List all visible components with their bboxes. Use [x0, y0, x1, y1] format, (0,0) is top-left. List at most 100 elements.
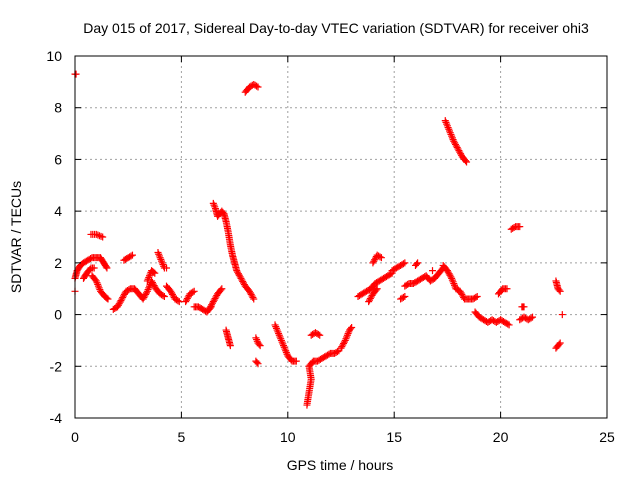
- data-point: [275, 331, 283, 339]
- y-tick-label: -4: [50, 410, 63, 426]
- data-point: [282, 348, 290, 356]
- data-point: [128, 251, 136, 259]
- data-point: [344, 330, 352, 338]
- data-point: [372, 286, 380, 294]
- data-point: [238, 276, 246, 284]
- data-point: [183, 296, 191, 304]
- data-point: [145, 284, 153, 292]
- data-point: [211, 203, 219, 211]
- y-tick-label: 2: [54, 255, 62, 271]
- data-point: [448, 274, 456, 282]
- data-point: [450, 281, 458, 289]
- data-point: [209, 199, 217, 207]
- data-point: [555, 286, 563, 294]
- data-point: [527, 314, 535, 322]
- data-point: [156, 254, 164, 262]
- y-axis-label: SDTVAR / TECUs: [8, 181, 24, 293]
- data-point: [448, 132, 456, 140]
- data-point: [461, 157, 469, 165]
- y-tick-labels: -4 -2 0 2 4 6 8 10: [46, 48, 62, 426]
- data-point: [413, 260, 421, 268]
- data-point: [168, 289, 176, 297]
- data-point: [114, 301, 122, 309]
- data-point: [114, 303, 122, 311]
- data-point: [338, 343, 346, 351]
- data-point: [457, 150, 465, 158]
- data-point: [341, 336, 349, 344]
- data-point: [119, 294, 127, 302]
- data-point: [155, 252, 163, 260]
- data-point: [118, 295, 126, 303]
- data-point: [505, 321, 513, 329]
- axis-ticks: [74, 55, 608, 419]
- data-point: [160, 292, 168, 300]
- data-point: [239, 277, 247, 285]
- data-point: [104, 295, 112, 303]
- data-point: [92, 277, 100, 285]
- data-point: [103, 264, 111, 272]
- data-point: [145, 274, 153, 282]
- data-point: [245, 287, 253, 295]
- data-point: [337, 344, 345, 352]
- data-point: [367, 293, 375, 301]
- data-point: [444, 268, 452, 276]
- data-point: [169, 292, 177, 300]
- data-point: [454, 145, 462, 153]
- data-point: [272, 323, 280, 331]
- data-point: [340, 340, 348, 348]
- data-point: [120, 292, 128, 300]
- data-point: [292, 357, 300, 365]
- data-point: [556, 287, 564, 295]
- data-point: [254, 83, 262, 91]
- data-point: [143, 289, 151, 297]
- data-point: [446, 129, 454, 137]
- data-point: [414, 259, 422, 267]
- data-point: [163, 264, 171, 272]
- data-point: [139, 295, 147, 303]
- data-point: [149, 280, 157, 288]
- data-point: [256, 342, 264, 350]
- data-point: [314, 330, 322, 338]
- data-point: [448, 134, 456, 142]
- data-point: [277, 336, 285, 344]
- data-point: [210, 296, 218, 304]
- x-tick-label: 0: [71, 429, 79, 445]
- data-point: [157, 255, 165, 263]
- data-point: [555, 340, 563, 348]
- data-point: [150, 268, 158, 276]
- x-axis-label: GPS time / hours: [287, 457, 394, 473]
- data-point: [280, 343, 288, 351]
- x-tick-label: 20: [493, 429, 509, 445]
- data-point: [280, 342, 288, 350]
- data-point: [276, 333, 284, 341]
- data-point: [120, 290, 128, 298]
- data-point: [141, 292, 149, 300]
- data-point: [145, 272, 153, 280]
- data-point: [209, 298, 217, 306]
- data-point: [237, 274, 245, 282]
- data-point: [115, 300, 123, 308]
- data-point: [148, 279, 156, 287]
- data-point: [339, 341, 347, 349]
- y-tick-label: 10: [46, 48, 62, 64]
- data-point: [446, 127, 454, 135]
- y-tick-label: 8: [54, 100, 62, 116]
- data-point: [366, 296, 374, 304]
- data-point: [529, 313, 537, 321]
- data-point: [275, 330, 283, 338]
- data-point: [205, 305, 213, 313]
- data-point: [211, 295, 219, 303]
- data-point: [254, 360, 262, 368]
- data-point: [278, 338, 286, 346]
- y-tick-label: 0: [54, 307, 62, 323]
- data-point: [446, 271, 454, 279]
- data-point: [253, 358, 261, 366]
- data-point: [167, 287, 175, 295]
- data-point: [159, 292, 167, 300]
- data-point: [155, 250, 163, 258]
- data-point: [184, 293, 192, 301]
- data-point: [99, 233, 107, 241]
- data-point: [90, 264, 98, 272]
- data-point: [348, 324, 356, 331]
- data-point: [456, 287, 464, 295]
